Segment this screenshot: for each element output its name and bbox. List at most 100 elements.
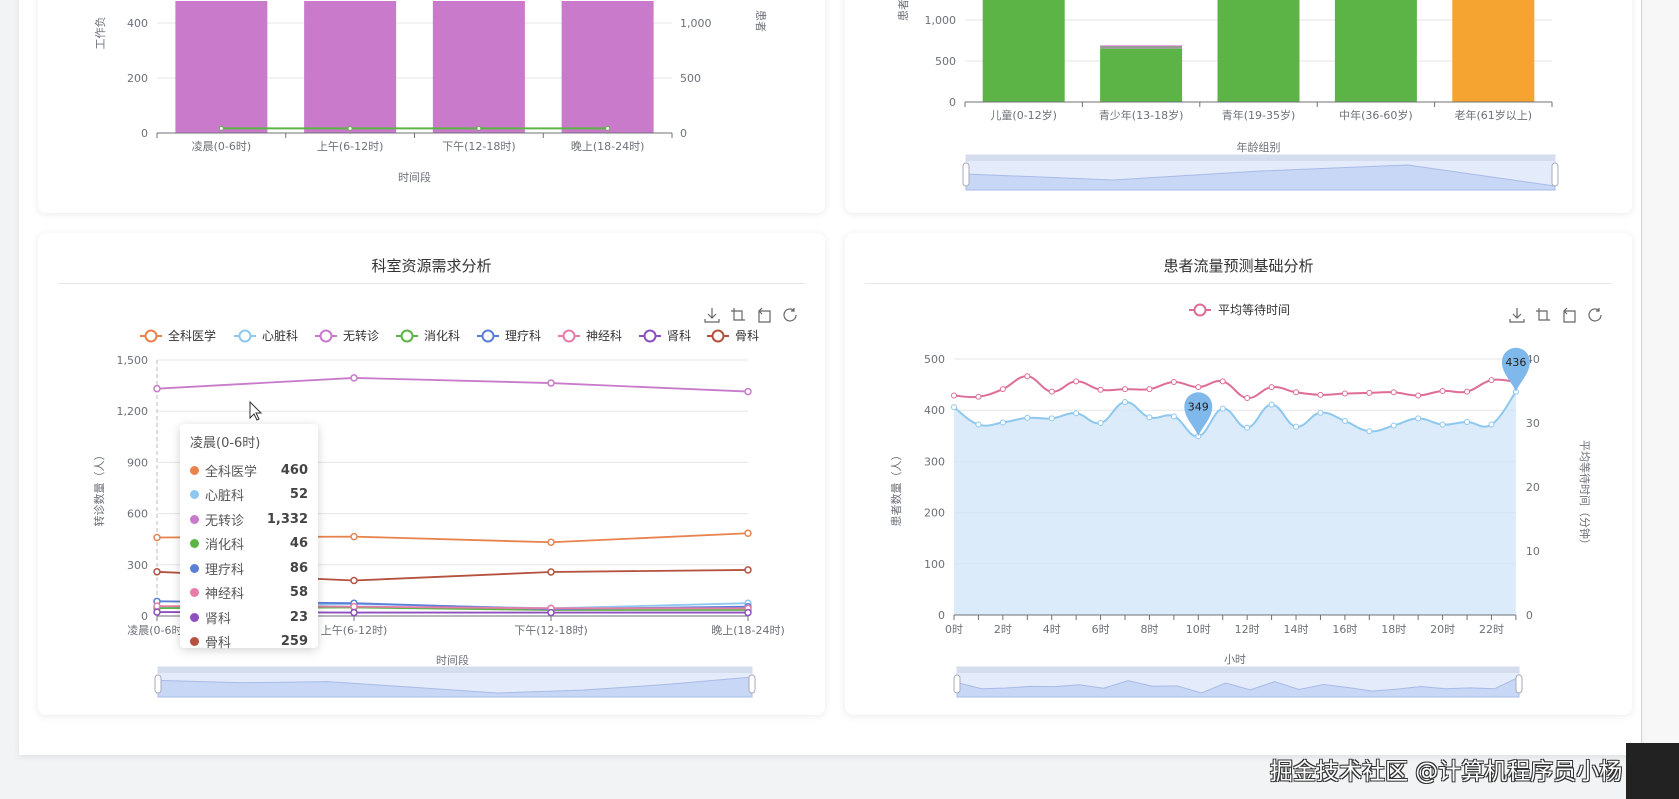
datazoom-handle-left[interactable] [962,162,970,187]
tooltip-value: 86 [289,560,308,576]
datazoom-handle-right[interactable] [1551,162,1559,187]
series-dot [190,563,199,573]
bar [1100,45,1183,49]
zoom-reset-icon[interactable] [1563,307,1576,323]
data-point [744,608,752,617]
x-tick-label: 凌晨(0-6时) [127,623,187,637]
data-point [153,608,161,616]
x-tick-label: 儿童(0-12岁) [990,108,1057,122]
legend-label: 消化科 [424,329,460,343]
x-axis-title: 年龄组别 [1237,140,1281,154]
legend-icon [1193,303,1207,317]
data-point [1341,417,1348,424]
y-right-tick-label: 500 [680,72,701,85]
data-point [350,608,358,617]
divider [865,283,1612,284]
restore-icon[interactable] [783,308,797,322]
legend-item[interactable]: 心脏科 [234,328,298,343]
legend-icon [481,329,495,343]
y-right-tick-label: 10 [1526,545,1540,558]
legend-item[interactable]: 骨科 [707,329,759,343]
legend-icon [238,329,252,343]
bar [432,1,525,133]
datazoom-handle-left[interactable] [953,674,961,694]
y-tick-label: 0 [949,96,956,109]
data-point [1073,410,1080,417]
tooltip-label: 无转诊 [205,513,245,529]
datazoom-handle-right[interactable] [748,674,756,694]
x-tick-label: 18时 [1381,623,1406,636]
tooltip-label: 神经科 [205,587,245,603]
y-right-tick-label: 1,000 [680,17,712,30]
legend-item[interactable]: 全科医学 [140,328,216,343]
legend-label: 平均等待时间 [1218,303,1290,317]
y-right-tick-label: 20 [1526,481,1540,494]
data-point [605,125,611,131]
tooltip-row: 消化科 46 [190,532,308,557]
legend-item[interactable]: 无转诊 [315,328,379,343]
data-point [1170,379,1177,386]
data-point [1488,377,1495,384]
legend-icon [562,329,576,343]
bar [982,0,1065,102]
legend-item[interactable]: 消化科 [396,329,460,343]
data-point [1366,389,1373,396]
data-point [218,125,224,131]
y-tick-label: 0 [141,127,148,140]
datazoom-bar[interactable] [158,667,752,673]
data-point [1122,386,1129,393]
legend-label: 无转诊 [343,328,379,343]
data-point [1464,388,1471,395]
y-tick-label: 1,200 [117,405,149,418]
x-tick-label: 14时 [1284,623,1309,636]
data-point [1439,388,1446,394]
y-tick-label: 400 [127,17,148,30]
x-axis-title: 时间段 [398,170,431,184]
bar [1217,0,1300,102]
tooltip-label: 骨科 [205,636,232,652]
x-tick-label: 10时 [1186,623,1211,636]
zoom-select-icon[interactable] [731,308,745,321]
download-icon[interactable] [1509,308,1525,323]
x-tick-label: 青年(19-35岁) [1222,108,1296,122]
y-tick-label: 1,000 [925,14,957,27]
x-tick-label: 上午(6-12时) [321,624,388,637]
y-right-tick-label: 30 [1526,417,1540,430]
y-tick-label: 900 [127,456,148,469]
x-tick-label: 凌晨(0-6时) [192,139,252,153]
scrollbar[interactable] [1641,0,1679,743]
series-dot [190,612,199,622]
legend-item[interactable]: 理疗科 [477,329,541,343]
zoom-select-icon[interactable] [1536,308,1550,321]
data-point [153,568,161,576]
datazoom-handle-right[interactable] [1515,674,1523,694]
tooltip-row: 心脏科 52 [190,483,308,508]
legend-item[interactable]: 平均等待时间 [1189,303,1290,317]
x-tick-label: 下午(12-18时) [442,140,516,153]
data-point [547,608,555,617]
y-right-tick-label: 0 [1526,609,1533,622]
data-point [153,384,161,393]
legend-item[interactable]: 神经科 [558,329,622,343]
x-axis-title: 小时 [1224,653,1246,666]
data-point [1073,378,1080,385]
x-tick-label: 2时 [994,623,1012,636]
tooltip-row: 神经科 58 [190,581,308,606]
x-tick-label: 8时 [1140,623,1158,636]
data-point [1146,386,1153,393]
data-point [1293,389,1300,396]
datazoom-bar[interactable] [966,155,1555,161]
datazoom-bar[interactable] [957,667,1519,673]
data-point [547,538,555,547]
legend-item[interactable]: 肾科 [639,329,691,343]
chart-title: 科室资源需求分析 [371,257,492,275]
data-point [1244,395,1251,402]
restore-icon[interactable] [1588,308,1602,322]
bar [1452,0,1535,102]
data-point [547,379,555,387]
zoom-reset-icon[interactable] [758,307,771,323]
tooltip-row: 理疗科 86 [190,556,308,581]
y-tick-label: 0 [938,609,945,622]
download-icon[interactable] [704,308,720,323]
datazoom-handle-left[interactable] [154,674,162,694]
